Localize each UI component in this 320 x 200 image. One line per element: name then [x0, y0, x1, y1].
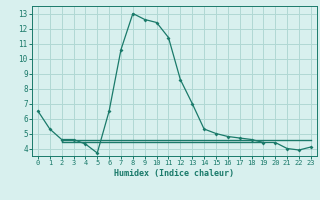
X-axis label: Humidex (Indice chaleur): Humidex (Indice chaleur): [115, 169, 234, 178]
